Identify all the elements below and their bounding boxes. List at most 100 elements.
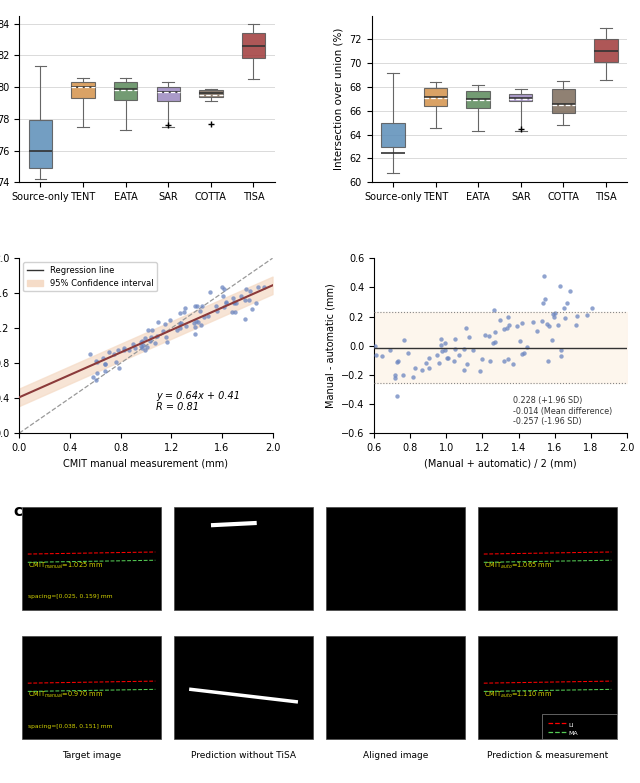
PathPatch shape xyxy=(424,88,447,106)
PathPatch shape xyxy=(157,87,180,101)
Point xyxy=(136,335,147,348)
Point xyxy=(553,319,563,331)
Point xyxy=(495,314,506,327)
Point xyxy=(191,315,202,327)
Point xyxy=(410,362,420,374)
Point xyxy=(543,355,553,367)
Point xyxy=(508,357,518,370)
Text: Aligned image: Aligned image xyxy=(363,751,428,760)
Point xyxy=(393,355,403,367)
Point xyxy=(378,350,388,363)
Point xyxy=(559,301,569,314)
Point xyxy=(436,333,447,345)
Point xyxy=(253,280,263,293)
Point xyxy=(516,317,527,330)
Point xyxy=(91,355,101,367)
Point xyxy=(385,344,396,356)
Point xyxy=(461,358,472,370)
Point xyxy=(188,316,198,329)
Point xyxy=(145,334,156,347)
Point xyxy=(392,355,403,368)
Text: spacing=[0.025, 0.159] mm: spacing=[0.025, 0.159] mm xyxy=(28,594,113,600)
Point xyxy=(549,307,559,319)
Point xyxy=(164,314,175,327)
Point xyxy=(212,305,222,317)
FancyBboxPatch shape xyxy=(326,507,465,610)
Point xyxy=(461,322,471,334)
Point xyxy=(129,337,139,350)
Point xyxy=(502,322,513,334)
Point xyxy=(219,301,229,313)
Point xyxy=(219,283,229,295)
Point xyxy=(459,364,469,377)
Point xyxy=(190,300,200,312)
Point xyxy=(100,365,110,377)
Point xyxy=(181,320,191,333)
Point xyxy=(99,358,109,370)
Point xyxy=(420,356,431,369)
FancyBboxPatch shape xyxy=(22,507,161,610)
Point xyxy=(140,331,150,344)
Point xyxy=(175,322,185,334)
Point xyxy=(532,325,542,337)
Point xyxy=(136,340,146,352)
Point xyxy=(555,280,565,292)
Point xyxy=(241,283,251,296)
Point xyxy=(442,352,452,364)
Point xyxy=(140,344,150,356)
Text: Prediction without TiSA: Prediction without TiSA xyxy=(191,751,296,760)
Point xyxy=(175,307,185,319)
Point xyxy=(211,300,221,312)
Point xyxy=(150,337,160,349)
X-axis label: CMIT manual measurement (mm): CMIT manual measurement (mm) xyxy=(63,458,228,468)
Point xyxy=(562,297,572,309)
FancyBboxPatch shape xyxy=(478,507,617,610)
PathPatch shape xyxy=(467,91,490,109)
Point xyxy=(390,369,400,381)
Point xyxy=(244,294,254,306)
Point xyxy=(547,334,557,346)
Point xyxy=(390,372,400,384)
Point xyxy=(137,342,147,355)
Point xyxy=(221,296,231,309)
FancyBboxPatch shape xyxy=(478,636,617,739)
Point xyxy=(162,335,172,348)
Point xyxy=(499,355,509,367)
Point xyxy=(556,344,566,356)
Point xyxy=(449,343,460,355)
Point xyxy=(193,316,204,328)
Point xyxy=(239,294,250,306)
FancyBboxPatch shape xyxy=(541,714,617,739)
Point xyxy=(459,342,469,355)
Point xyxy=(522,341,532,353)
Point xyxy=(109,348,119,360)
Point xyxy=(141,341,152,353)
Point xyxy=(88,371,98,384)
Point xyxy=(490,326,500,338)
Point xyxy=(582,309,593,322)
Point xyxy=(158,325,168,337)
Point xyxy=(440,336,451,348)
Point xyxy=(499,323,509,335)
Point xyxy=(490,336,500,348)
Point xyxy=(119,345,129,357)
Point xyxy=(205,286,216,298)
Y-axis label: Intersection over union (%): Intersection over union (%) xyxy=(334,27,344,170)
Legend: Regression line, 95% Confidence interval: Regression line, 95% Confidence interval xyxy=(24,262,157,291)
Point xyxy=(240,313,250,326)
Point xyxy=(488,337,498,349)
Text: CMIT$_{manual}$=1.025 mm: CMIT$_{manual}$=1.025 mm xyxy=(28,561,103,571)
PathPatch shape xyxy=(381,123,404,146)
X-axis label: (Manual + automatic) / 2 (mm): (Manual + automatic) / 2 (mm) xyxy=(424,458,577,468)
Point xyxy=(560,312,570,325)
Point xyxy=(399,334,409,346)
Point xyxy=(538,297,548,309)
Point xyxy=(160,318,170,330)
Point xyxy=(137,335,147,348)
Point xyxy=(227,305,237,318)
Point xyxy=(540,269,550,282)
PathPatch shape xyxy=(114,82,138,99)
Point xyxy=(489,303,499,316)
Point xyxy=(230,306,241,319)
Point xyxy=(176,317,186,330)
